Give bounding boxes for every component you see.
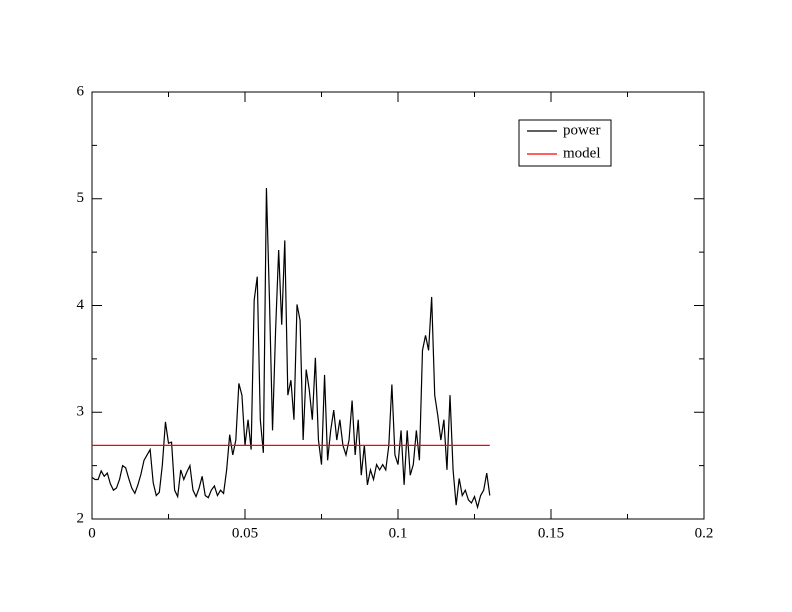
y-tick-label: 6: [77, 83, 85, 99]
plot-frame: [91, 91, 705, 520]
series-line: [91, 188, 491, 510]
legend-box: [518, 119, 612, 167]
legend-label: power: [563, 122, 601, 138]
y-tick-label: 3: [77, 404, 85, 420]
y-tick-label: 5: [77, 190, 85, 206]
y-tick-label: 4: [77, 297, 85, 313]
x-tick-label: 0.05: [232, 525, 258, 541]
x-tick-label: 0.1: [389, 525, 408, 541]
x-tick-label: 0: [88, 525, 96, 541]
legend-label: model: [563, 145, 601, 161]
x-tick-label: 0.15: [538, 525, 564, 541]
y-tick-label: 2: [77, 510, 85, 526]
x-tick-label: 0.2: [695, 525, 714, 541]
